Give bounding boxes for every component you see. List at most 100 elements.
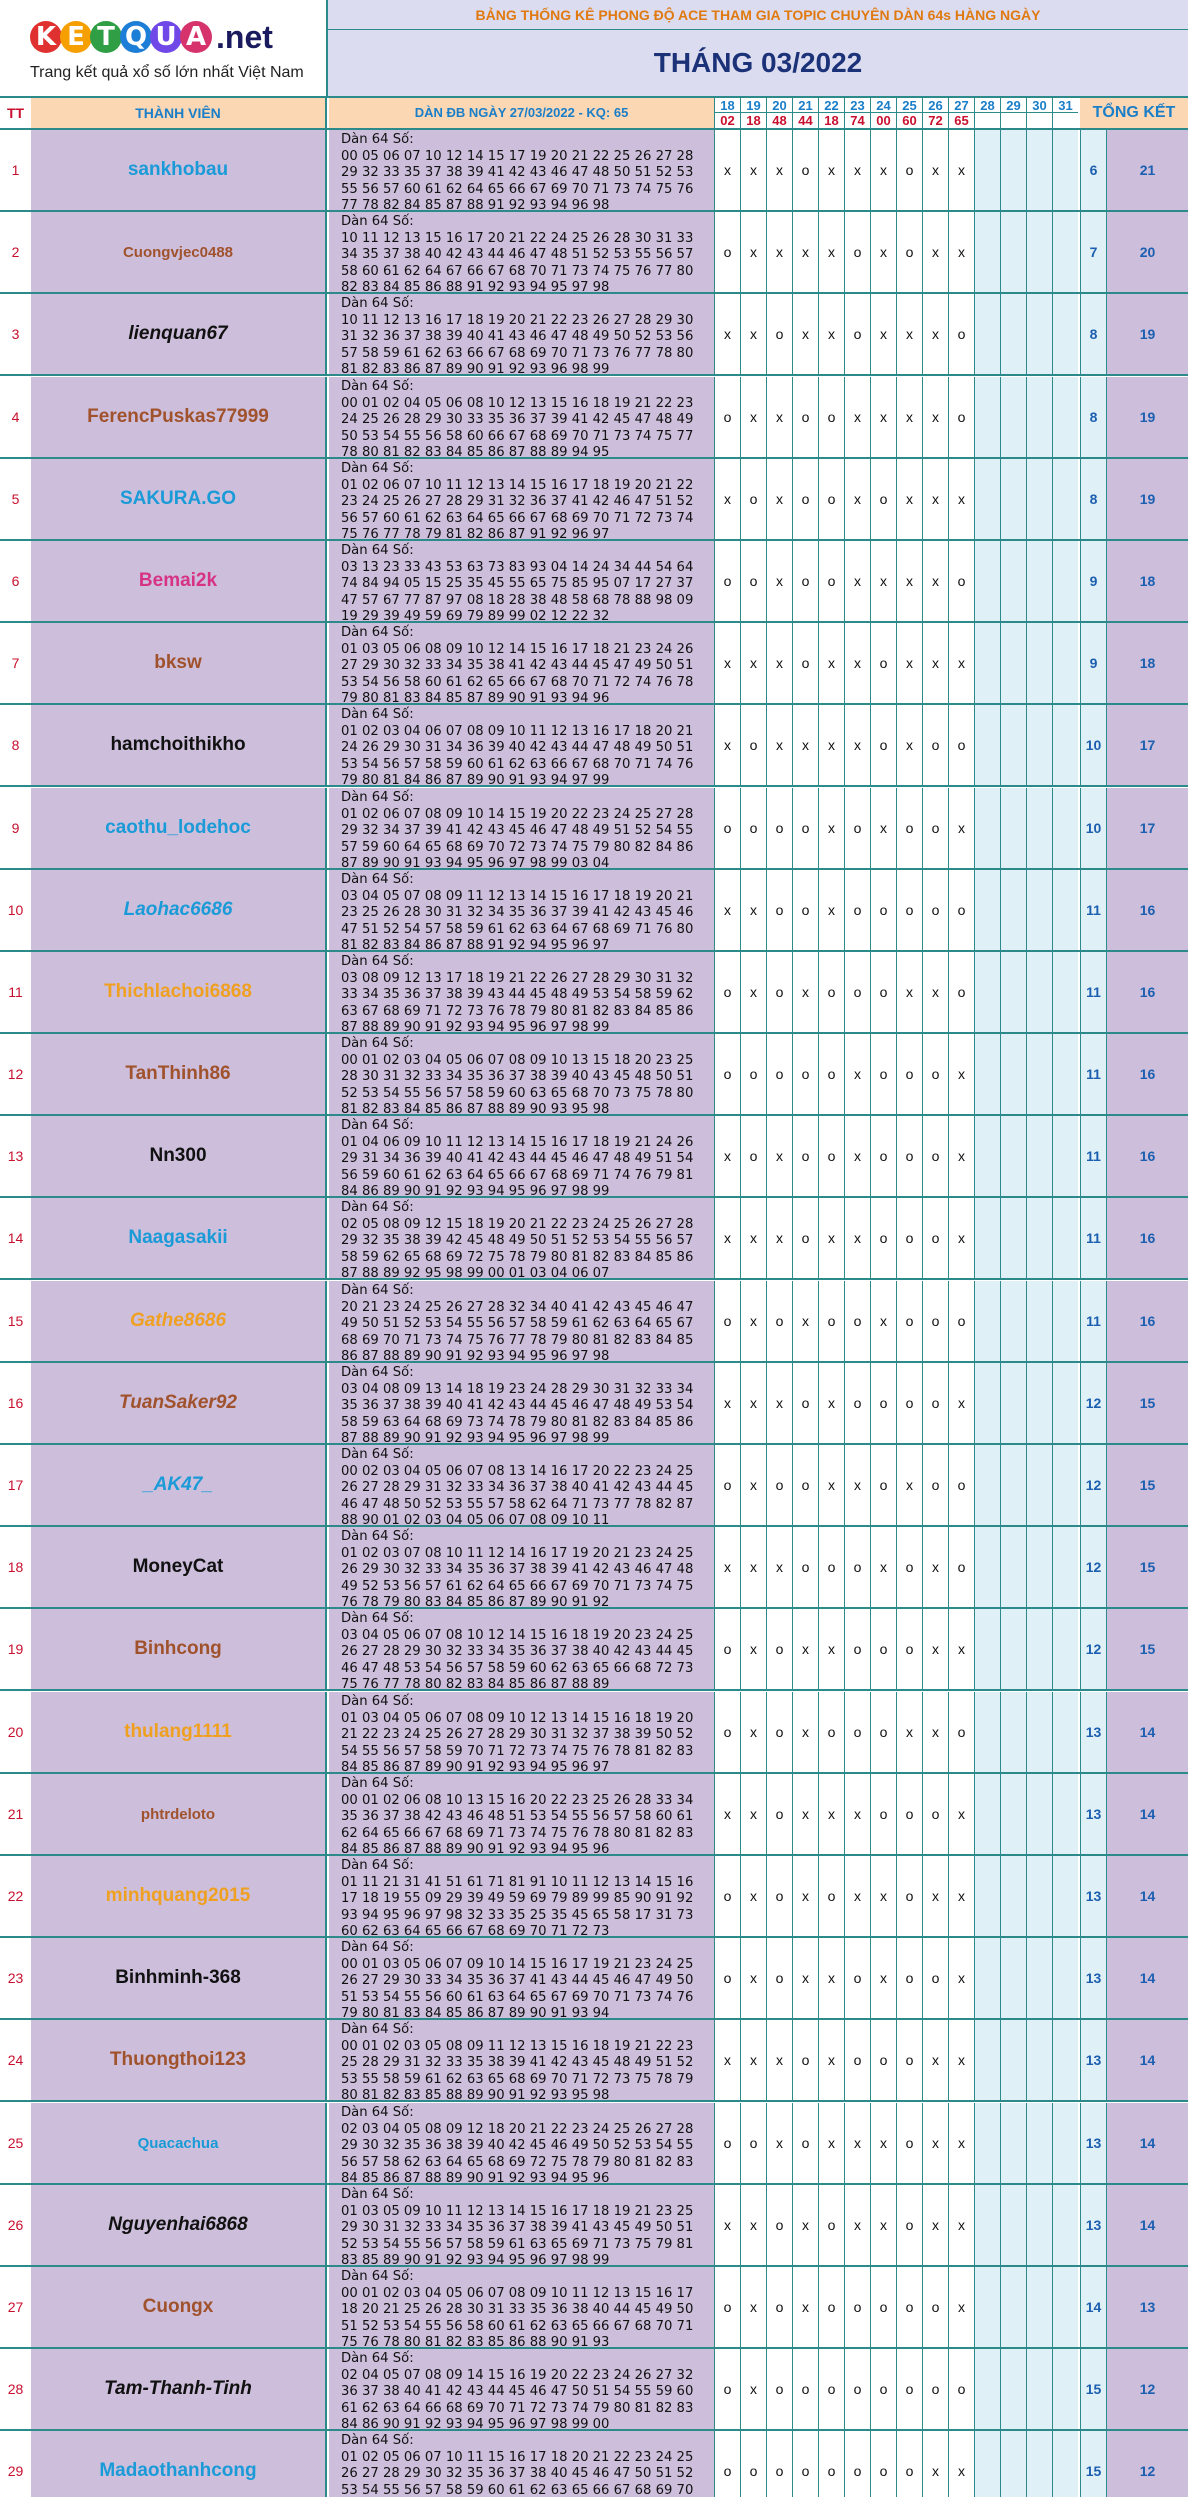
result-cell-20: o xyxy=(766,2349,792,2429)
member-name[interactable]: Naagasakii xyxy=(128,1227,228,1248)
result-cell-22: x xyxy=(818,2020,844,2100)
member-name[interactable]: Thuongthoi123 xyxy=(109,2049,247,2070)
member-cell: hamchoithikho xyxy=(31,705,327,785)
result-cell-31 xyxy=(1052,788,1078,868)
dan-cell: Dàn 64 Số: 03 04 05 06 07 08 10 12 14 15 … xyxy=(329,1609,714,1689)
dan-cell: Dàn 64 Số: 02 04 05 07 08 09 14 15 16 19 … xyxy=(329,2349,714,2429)
logo-suffix: .net xyxy=(216,18,273,55)
result-cell-30 xyxy=(1026,1198,1052,1278)
result-cell-28 xyxy=(974,212,1000,292)
member-name[interactable]: bksw xyxy=(154,652,202,673)
member-name[interactable]: caothu_lodehoc xyxy=(105,817,251,838)
result-cell-21: x xyxy=(792,1856,818,1936)
result-cell-23: o xyxy=(844,1281,870,1361)
result-cell-28 xyxy=(974,1692,1000,1772)
member-name[interactable]: TuanSaker92 xyxy=(119,1392,237,1413)
result-cell-23: o xyxy=(844,1938,870,2018)
row-number: 10 xyxy=(0,870,31,950)
member-name[interactable]: Tam-Thanh-Tinh xyxy=(104,2378,252,2399)
member-name[interactable]: phtrdeloto xyxy=(140,1805,216,1823)
day-number: 25 xyxy=(897,98,922,113)
result-cell-25: o xyxy=(896,130,922,210)
table-row: 25 Quacachua Dàn 64 Số: 02 03 04 05 08 09 1… xyxy=(0,2103,1188,2185)
dan-cell: Dàn 64 Số: 02 03 04 05 08 09 12 18 20 21 … xyxy=(329,2103,714,2183)
result-cell-18: o xyxy=(714,1692,740,1772)
member-cell: sankhobau xyxy=(31,130,327,210)
member-name[interactable]: Cuongvjec0488 xyxy=(122,243,234,261)
member-name[interactable]: FerencPuskas77999 xyxy=(87,406,269,427)
result-cell-19: o xyxy=(740,2431,766,2497)
row-number: 2 xyxy=(0,212,31,292)
result-cell-23: o xyxy=(844,212,870,292)
result-cell-19: x xyxy=(740,2267,766,2347)
result-cell-27: o xyxy=(948,1445,974,1525)
member-name[interactable]: Binhcong xyxy=(134,1638,222,1659)
result-cell-28 xyxy=(974,2103,1000,2183)
row-number: 21 xyxy=(0,1774,31,1854)
result-cell-31 xyxy=(1052,952,1078,1032)
member-name[interactable]: Nn300 xyxy=(149,1145,207,1166)
miss-count: 6 xyxy=(1080,130,1106,210)
day-result xyxy=(1053,113,1078,128)
dan-cell: Dàn 64 Số: 01 02 03 04 06 07 08 09 10 11 … xyxy=(329,705,714,785)
row-number: 18 xyxy=(0,1527,31,1607)
member-name[interactable]: Laohac6686 xyxy=(123,899,233,920)
dan-numbers: 00 05 06 07 10 12 14 15 17 19 20 21 22 2… xyxy=(341,148,694,211)
member-name[interactable]: thulang1111 xyxy=(124,1721,232,1742)
result-cell-25: o xyxy=(896,1938,922,2018)
dan-cell: Dàn 64 Số: 00 05 06 07 10 12 14 15 17 19 … xyxy=(329,130,714,210)
result-cell-30 xyxy=(1026,294,1052,374)
member-name[interactable]: hamchoithikho xyxy=(110,734,246,755)
result-cell-29 xyxy=(1000,705,1026,785)
result-cell-31 xyxy=(1052,2185,1078,2265)
result-cell-20: x xyxy=(766,2020,792,2100)
member-name[interactable]: Quacachua xyxy=(137,2134,219,2152)
result-cell-29 xyxy=(1000,212,1026,292)
header-tt: TT xyxy=(0,98,31,128)
dan-cell: Dàn 64 Số: 01 03 04 05 06 07 08 09 10 12 … xyxy=(329,1692,714,1772)
header-total: TỔNG KẾT xyxy=(1080,98,1188,128)
result-cell-19: x xyxy=(740,1527,766,1607)
member-name[interactable]: minhquang2015 xyxy=(105,1885,251,1906)
result-cell-19: o xyxy=(740,2103,766,2183)
result-cell-27: x xyxy=(948,2103,974,2183)
miss-count: 11 xyxy=(1080,1281,1106,1361)
total-score: 18 xyxy=(1106,623,1188,703)
dan-cell: Dàn 64 Số: 03 04 05 07 08 09 11 12 13 14 … xyxy=(329,870,714,950)
dan-numbers: 00 02 03 04 05 06 07 08 13 14 16 17 20 2… xyxy=(341,1463,694,1526)
row-number: 19 xyxy=(0,1609,31,1689)
member-name[interactable]: _AK47_ xyxy=(143,1474,213,1495)
result-cell-27: x xyxy=(948,1034,974,1114)
member-name[interactable]: Binhminh-368 xyxy=(115,1967,241,1988)
member-name[interactable]: Bemai2k xyxy=(138,570,218,591)
site-logo[interactable]: K E T Q U A .net Trang kết quả xổ số lớn nhất … xyxy=(0,0,328,96)
row-number: 26 xyxy=(0,2185,31,2265)
dan-cell: Dàn 64 Số: 01 02 03 07 08 10 11 12 14 16 … xyxy=(329,1527,714,1607)
result-cell-20: x xyxy=(766,2103,792,2183)
member-name[interactable]: lienquan67 xyxy=(128,323,228,344)
page-header: K E T Q U A .net Trang kết quả xổ số lớn nhất … xyxy=(0,0,1188,96)
result-cell-31 xyxy=(1052,705,1078,785)
result-cell-19: x xyxy=(740,212,766,292)
result-cell-29 xyxy=(1000,1034,1026,1114)
result-cell-25: o xyxy=(896,1774,922,1854)
result-cell-22: o xyxy=(818,2267,844,2347)
result-cell-28 xyxy=(974,1034,1000,1114)
member-name[interactable]: SAKURA.GO xyxy=(119,488,237,509)
member-name[interactable]: Nguyenhai6868 xyxy=(108,2214,248,2235)
result-cell-27: o xyxy=(948,1281,974,1361)
member-name[interactable]: sankhobau xyxy=(127,159,229,180)
member-name[interactable]: Gathe8686 xyxy=(129,1310,227,1331)
member-name[interactable]: Thichlachoi6868 xyxy=(104,981,252,1002)
result-cell-26: x xyxy=(922,459,948,539)
member-name[interactable]: Madaothanhcong xyxy=(99,2460,257,2481)
result-cell-25: x xyxy=(896,952,922,1032)
result-cell-29 xyxy=(1000,1445,1026,1525)
member-name[interactable]: Cuongx xyxy=(142,2296,214,2317)
result-cell-25: o xyxy=(896,1116,922,1196)
member-name[interactable]: TanThinh86 xyxy=(125,1063,231,1084)
member-name[interactable]: MoneyCat xyxy=(132,1556,224,1577)
